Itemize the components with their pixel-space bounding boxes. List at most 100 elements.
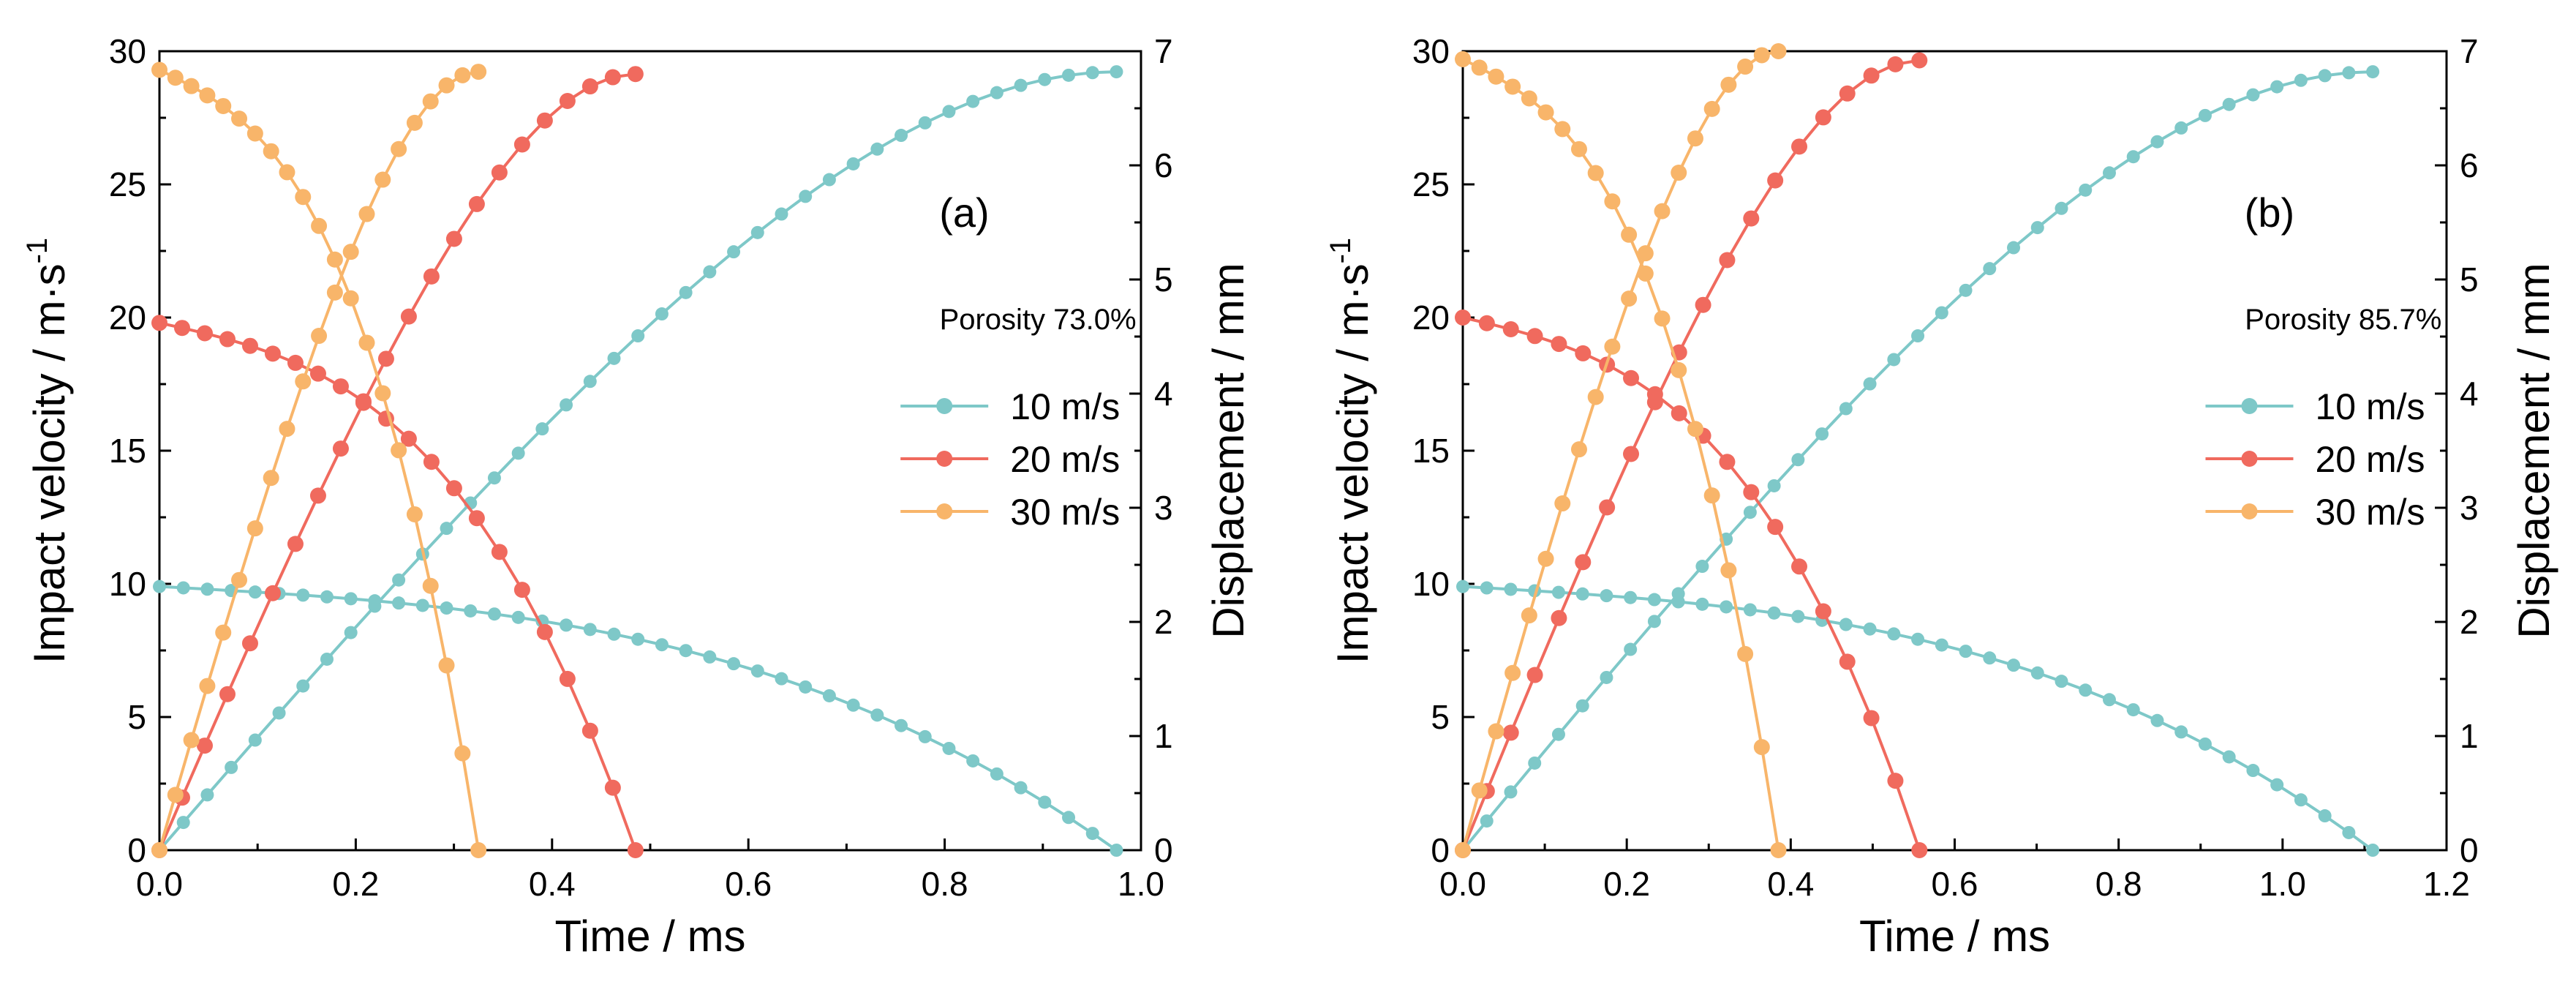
velocity-point — [727, 657, 741, 671]
displacement-point — [263, 470, 279, 487]
displacement-point — [287, 536, 304, 552]
displacement-point — [1695, 296, 1711, 313]
velocity-point — [1502, 321, 1519, 338]
displacement-point — [1887, 353, 1901, 367]
displacement-point — [1743, 506, 1757, 519]
velocity-point — [511, 610, 525, 624]
x-tick-label: 0.4 — [1767, 865, 1814, 903]
displacement-point — [918, 116, 932, 130]
velocity-point — [1737, 645, 1754, 662]
velocity-point — [199, 87, 216, 104]
displacement-point — [1062, 68, 1076, 82]
displacement-point — [1743, 210, 1760, 227]
displacement-point — [822, 173, 836, 187]
displacement-point — [1554, 495, 1571, 512]
y2-tick-label: 0 — [1154, 831, 1173, 869]
displacement-point — [241, 635, 258, 652]
velocity-point — [2270, 778, 2284, 792]
displacement-point — [1791, 453, 1805, 467]
velocity-point — [1621, 226, 1638, 243]
series-20-m-s — [1455, 52, 1928, 858]
y2-tick-label: 5 — [2460, 260, 2479, 299]
velocity-point — [703, 650, 717, 664]
displacement-point — [1575, 554, 1592, 571]
velocity-point — [1839, 653, 1856, 670]
y2-tick-label: 7 — [2460, 32, 2479, 70]
legend: 10 m/s 20 m/s 30 m/s — [2205, 386, 2425, 533]
displacement-point — [215, 624, 232, 641]
displacement-point — [1863, 67, 1880, 84]
displacement-point — [320, 652, 334, 666]
displacement-point — [942, 105, 956, 119]
velocity-point — [415, 598, 429, 612]
velocity-point — [536, 623, 553, 640]
velocity-point — [1687, 421, 1703, 438]
velocity-point — [2102, 693, 2116, 707]
displacement-point — [1604, 338, 1621, 355]
velocity-point — [344, 592, 358, 606]
displacement-point — [279, 421, 295, 438]
legend-marker — [936, 503, 953, 519]
displacement-point — [513, 136, 530, 153]
velocity-point — [942, 741, 956, 755]
velocity-point — [241, 337, 258, 354]
displacement-line — [158, 70, 1117, 852]
legend-item: 20 m/s — [2205, 439, 2425, 480]
y2-tick-label: 1 — [1154, 717, 1173, 755]
y-axis-title-text: Impact velocity / m·s — [25, 263, 74, 664]
velocity-point — [2366, 844, 2380, 857]
velocity-point — [423, 454, 440, 470]
y-axis-title: Impact velocity / m·s-1 — [21, 238, 74, 664]
velocity-point — [1587, 165, 1604, 181]
velocity-point — [513, 582, 530, 598]
velocity-point — [1471, 59, 1488, 76]
displacement-point — [1753, 47, 1770, 64]
displacement-point — [1767, 172, 1784, 189]
velocity-point — [1600, 589, 1613, 603]
y-tick-label: 15 — [1412, 432, 1450, 470]
displacement-point — [846, 157, 860, 170]
velocity-point — [846, 698, 860, 712]
y2-tick-label: 2 — [2460, 603, 2479, 641]
velocity-point — [1455, 309, 1471, 326]
velocity-point — [2294, 793, 2308, 807]
displacement-point — [1703, 100, 1720, 117]
displacement-point — [1654, 203, 1671, 219]
velocity-point — [1863, 710, 1880, 727]
velocity-point — [1526, 328, 1543, 345]
velocity-point — [2079, 683, 2093, 697]
y-axis-title-superscript: -1 — [1325, 238, 1357, 264]
displacement-point — [536, 112, 553, 129]
velocity-point — [263, 143, 279, 160]
displacement-point — [309, 487, 326, 504]
displacement-point — [468, 195, 485, 212]
displacement-point — [1719, 252, 1736, 269]
velocity-point — [440, 601, 453, 615]
velocity-point — [1983, 651, 1997, 665]
velocity-point — [1791, 609, 1805, 623]
x-tick-label: 0.2 — [1603, 865, 1650, 903]
velocity-point — [296, 588, 310, 602]
velocity-point — [400, 430, 417, 447]
displacement-point — [332, 440, 349, 457]
velocity-point — [1720, 600, 1733, 614]
x-tick-label: 0.2 — [332, 865, 379, 903]
x-tick-label: 1.2 — [2423, 865, 2470, 903]
displacement-point — [1815, 109, 1831, 126]
velocity-point — [358, 334, 375, 351]
displacement-point — [264, 585, 281, 601]
y2-tick-label: 4 — [2460, 375, 2479, 413]
velocity-point — [1575, 345, 1592, 361]
velocity-point — [153, 579, 166, 593]
y-axis-title: Impact velocity / m·s-1 — [1325, 238, 1377, 664]
displacement-point — [2055, 201, 2068, 215]
displacement-point — [1637, 245, 1654, 262]
displacement-point — [2342, 66, 2356, 80]
displacement-point — [1770, 43, 1787, 59]
displacement-point — [355, 394, 372, 411]
displacement-point — [1551, 609, 1567, 626]
x-tick-label: 0.0 — [136, 865, 183, 903]
velocity-point — [1624, 590, 1638, 604]
displacement-point — [895, 129, 908, 143]
velocity-point — [607, 627, 621, 641]
